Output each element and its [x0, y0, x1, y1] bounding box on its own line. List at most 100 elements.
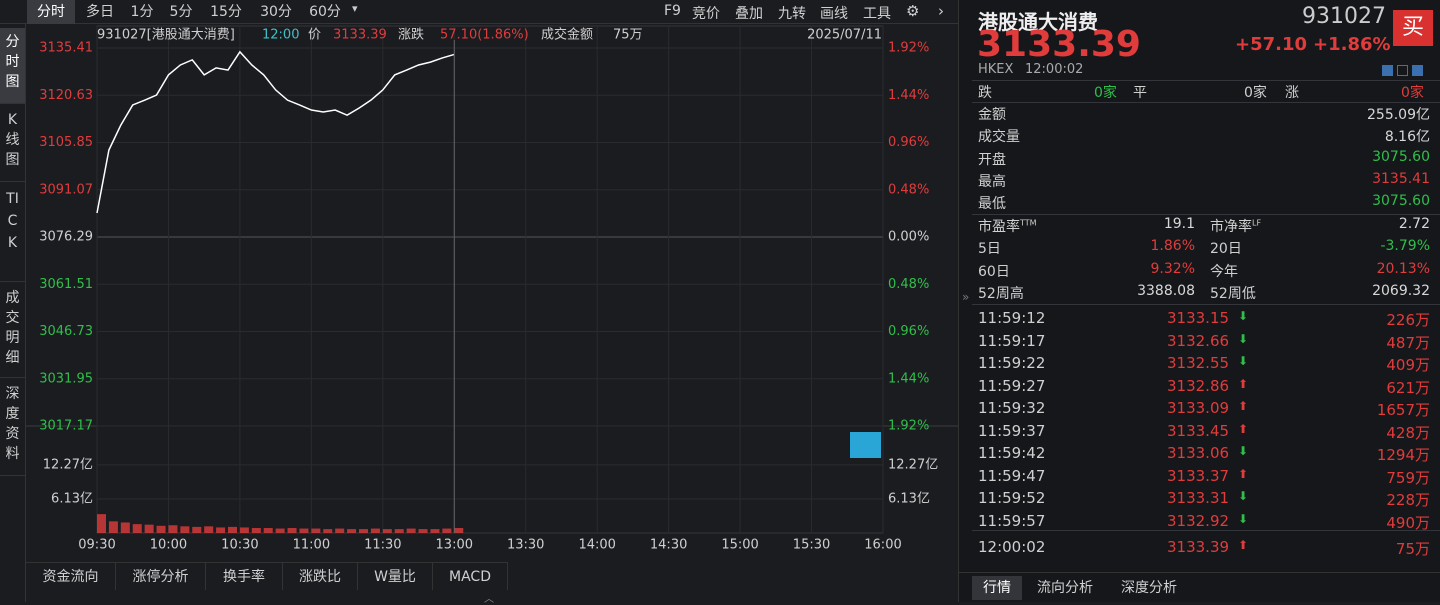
- timeframe-tab[interactable]: 分时: [27, 0, 75, 24]
- ratio-value: 2069.32: [1372, 282, 1430, 299]
- trade-time: 11:59:52: [978, 489, 1046, 507]
- stat-label: 开盘: [978, 151, 1006, 168]
- chart-info-amount: 75万: [613, 28, 643, 43]
- panel-icons[interactable]: [1382, 64, 1434, 76]
- sidebar: [0, 24, 26, 602]
- timeframe-tab[interactable]: 1分: [130, 4, 154, 20]
- ratio-label-sup: TTM: [1020, 218, 1037, 228]
- sidebar-tab[interactable]: K线图: [0, 106, 25, 182]
- trade-volume: 226万: [1386, 311, 1430, 329]
- breadth-up: 0家: [1401, 85, 1424, 101]
- pct-label: 1.92%: [888, 41, 929, 56]
- volume-bar: [442, 528, 452, 533]
- trade-arrow: ⬆: [1238, 421, 1249, 436]
- tool-button[interactable]: 工具: [863, 6, 891, 22]
- pct-label: 0.48%: [888, 182, 929, 197]
- trade-time: 11:59:47: [978, 466, 1046, 485]
- y-tick-label: 3046.73: [39, 324, 93, 339]
- trade-volume: 75万: [1395, 540, 1430, 558]
- volume-bar: [323, 529, 333, 533]
- indicator-tab[interactable]: 涨停分析: [116, 562, 206, 590]
- tool-button[interactable]: 画线: [820, 6, 848, 22]
- chart-info-name: 931027[港股通大消费]: [97, 28, 235, 43]
- indicator-tab[interactable]: 资金流向: [26, 562, 116, 590]
- sidebar-tab[interactable]: 分时图: [0, 28, 25, 104]
- volume-bar: [97, 514, 106, 533]
- sidebar-tab[interactable]: 成交明细: [0, 284, 25, 378]
- timeframe-tab[interactable]: 15分: [210, 4, 242, 20]
- pct-label: 0.00%: [888, 230, 929, 245]
- trade-time: 11:59:32: [978, 399, 1046, 417]
- x-tick-label: 10:30: [221, 538, 258, 553]
- y-tick-label: 3061.51: [39, 277, 93, 292]
- breadth-down-label: 跌: [978, 85, 992, 101]
- volume-bar: [144, 524, 154, 533]
- trade-volume: 1657万: [1376, 401, 1430, 419]
- chart-info-price: 3133.39: [333, 28, 387, 43]
- buy-button[interactable]: 买: [1393, 10, 1433, 46]
- y-tick-label: 3017.17: [39, 419, 93, 434]
- expand-chevron[interactable]: ︿: [484, 594, 494, 605]
- stat-value: 255.09亿: [1367, 107, 1430, 123]
- trade-price: 3132.92: [1167, 511, 1230, 530]
- next-arrow[interactable]: ›: [938, 2, 944, 20]
- trade-arrow: ⬆: [1238, 538, 1249, 552]
- timeframe-tab[interactable]: 60分: [309, 4, 341, 20]
- x-tick-label: 16:00: [864, 538, 901, 553]
- quote-panel: [958, 0, 1440, 602]
- stat-value: 3135.41: [1372, 170, 1430, 187]
- quote-code: 931027: [1302, 4, 1386, 29]
- indicator-tab[interactable]: 涨跌比: [283, 562, 358, 590]
- ratio-label: 60日: [978, 263, 1010, 280]
- ratio-label-sup: LF: [1252, 218, 1262, 228]
- panel-tab[interactable]: 流向分析: [1037, 580, 1093, 596]
- quote-market: HKEX: [978, 62, 1014, 77]
- breadth-down: 0家: [1094, 85, 1117, 101]
- panel-tab[interactable]: 行情: [972, 576, 1022, 600]
- volume-bar: [287, 528, 297, 533]
- x-tick-label: 15:00: [721, 538, 758, 553]
- trade-volume: 490万: [1386, 513, 1430, 532]
- tool-button[interactable]: F9: [664, 3, 681, 19]
- trade-arrow: ⬆: [1238, 376, 1249, 391]
- sidebar-tab[interactable]: TICK: [0, 184, 25, 282]
- chart-frame: [96, 25, 884, 534]
- timeframe-tab[interactable]: 多日: [86, 4, 114, 20]
- indicator-tab[interactable]: W量比: [358, 562, 433, 590]
- trade-price: 3133.15: [1167, 309, 1230, 327]
- tool-button[interactable]: 竞价: [692, 6, 720, 22]
- chart-date: 2025/07/11: [807, 28, 882, 43]
- trade-volume: 621万: [1386, 378, 1430, 397]
- trade-price: 3133.09: [1167, 399, 1230, 417]
- pct-label: 1.44%: [888, 371, 929, 386]
- sidebar-tab[interactable]: 深度资料: [0, 380, 25, 476]
- volume-bar: [406, 528, 416, 533]
- volume-tick-label-right: 12.27亿: [888, 457, 938, 472]
- indicator-tab[interactable]: MACD: [433, 562, 508, 590]
- stat-label: 最低: [978, 196, 1006, 213]
- tool-button[interactable]: 九转: [778, 6, 806, 22]
- timeframe-tab[interactable]: 30分: [260, 4, 292, 20]
- volume-bar: [347, 529, 357, 533]
- timeframe-tab[interactable]: 5分: [169, 4, 193, 20]
- tool-button[interactable]: 叠加: [735, 6, 763, 22]
- x-tick-label: 15:30: [793, 538, 830, 553]
- timeframe-more[interactable]: ▾: [352, 2, 358, 15]
- trade-arrow: ⬇: [1238, 309, 1249, 323]
- panel-tab[interactable]: 深度分析: [1121, 580, 1177, 596]
- trade-arrow: ⬇: [1238, 489, 1249, 503]
- ratio-value: 9.32%: [1150, 260, 1195, 277]
- price-line: [96, 50, 455, 214]
- trade-price: 3133.06: [1167, 444, 1230, 462]
- ratio-value: 1.86%: [1150, 238, 1195, 255]
- volume-bar: [156, 525, 166, 533]
- x-tick-label: 14:00: [578, 538, 615, 553]
- indicator-tab[interactable]: 换手率: [206, 562, 283, 590]
- ratio-value: 3388.08: [1137, 282, 1195, 299]
- y-tick-label: 3135.41: [39, 41, 93, 56]
- breadth-up-label: 涨: [1285, 85, 1299, 101]
- collapse-arrow[interactable]: »: [962, 290, 970, 304]
- ratio-value: 2.72: [1398, 216, 1430, 232]
- settings-icon[interactable]: ⚙: [906, 2, 920, 20]
- trade-price: 3133.31: [1167, 489, 1230, 507]
